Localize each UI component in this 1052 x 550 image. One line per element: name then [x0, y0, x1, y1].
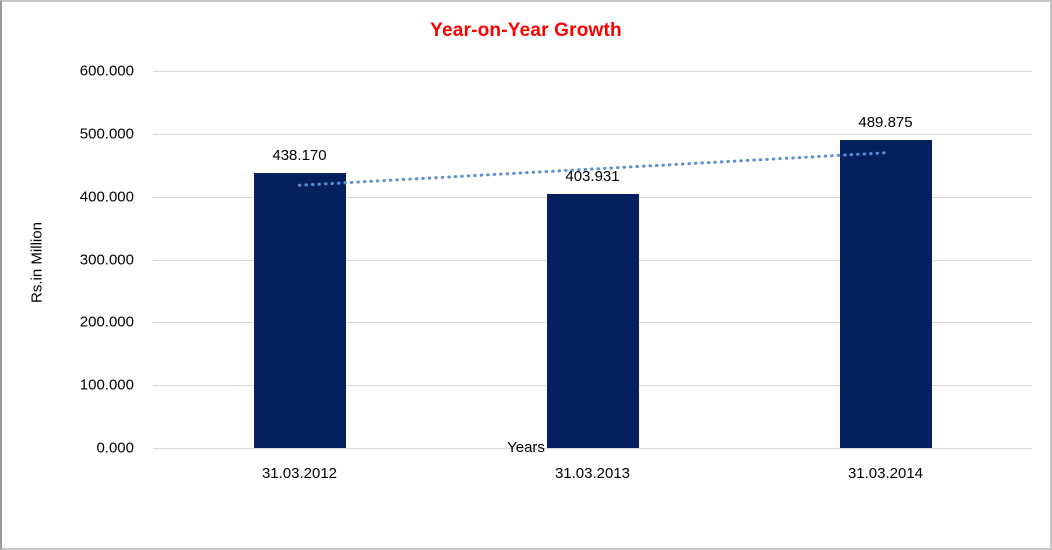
bar-31.03.2012 [253, 172, 346, 448]
bar-value-label: 403.931 [565, 168, 620, 186]
y-tick-label: 100.000 [79, 376, 134, 394]
y-tick-label: 300.000 [79, 251, 134, 268]
bar-value-label: 489.875 [858, 114, 913, 132]
chart-title: Year-on-Year Growth [430, 20, 622, 41]
bar-value-label: 438.170 [272, 146, 327, 164]
y-tick-label: 200.000 [79, 313, 134, 331]
bar-31.03.2013 [546, 194, 639, 448]
gridline-y-500 [153, 133, 1032, 135]
y-tick-label: 600.000 [79, 62, 134, 80]
x-tick-label: 31.03.2014 [847, 465, 924, 482]
x-tick-label: 31.03.2012 [261, 465, 338, 482]
y-tick-label: 0.000 [96, 439, 134, 457]
y-tick-label: 400.000 [79, 188, 134, 206]
x-tick-label: 31.03.2013 [554, 465, 631, 482]
x-axis-title: Years [507, 439, 545, 456]
bar-31.03.2014 [839, 140, 932, 448]
gridline-y-600 [153, 71, 1032, 72]
y-tick-label: 500.000 [79, 125, 134, 143]
plot-area: 0.000 100.000 200.000 300.000 400.000 500.000… [80, 63, 1032, 482]
gridline-y-0 [153, 448, 1032, 449]
